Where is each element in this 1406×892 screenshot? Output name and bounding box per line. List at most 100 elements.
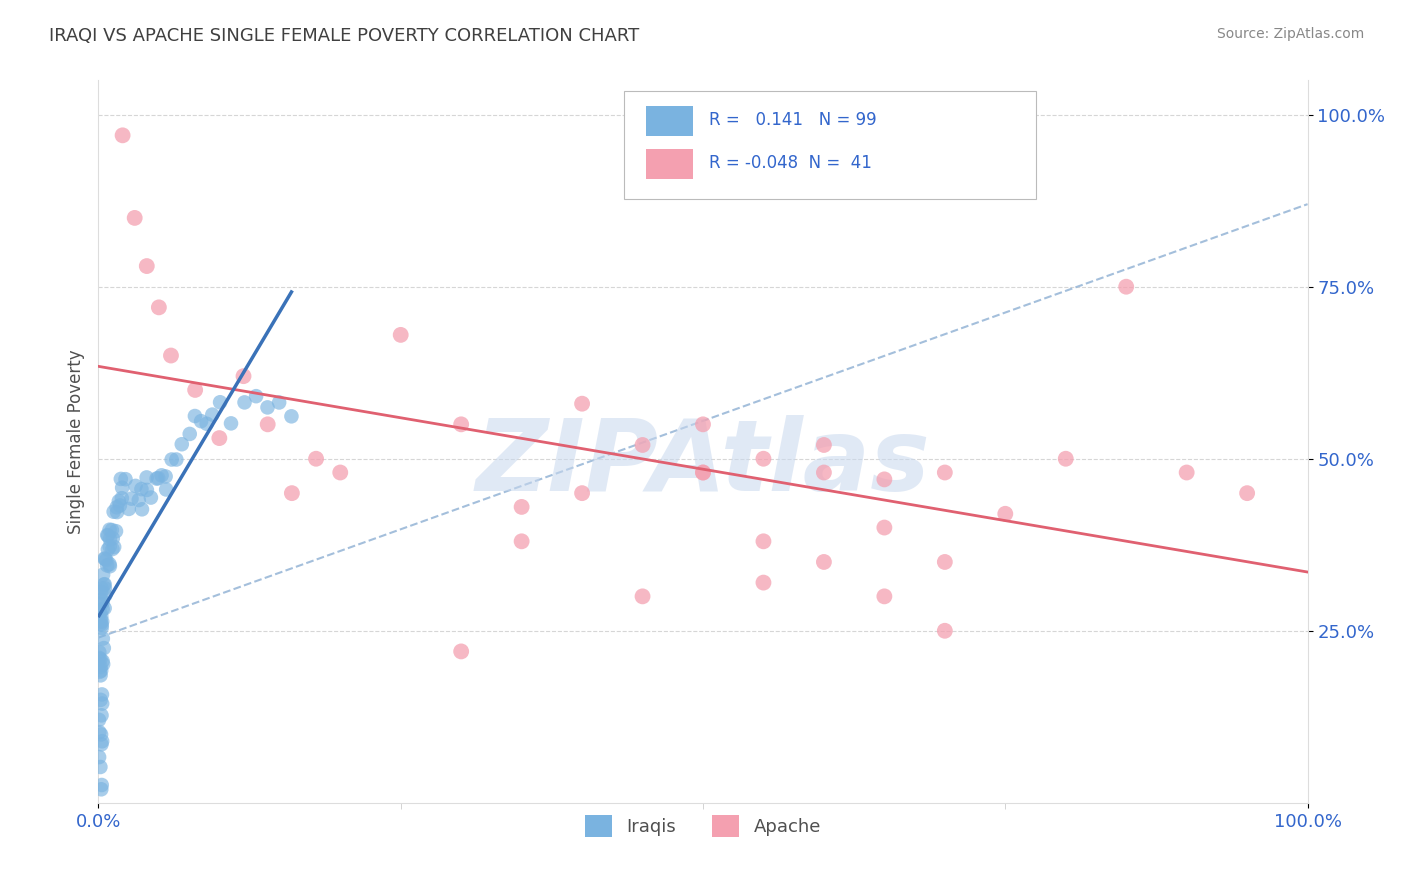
Point — [89, 725, 111, 739]
Point — [233, 395, 256, 409]
Point — [118, 502, 141, 516]
Text: ZIPAtlas: ZIPAtlas — [475, 415, 931, 512]
Point — [90, 592, 112, 607]
Point — [90, 708, 112, 723]
Point — [90, 598, 112, 612]
Point — [98, 540, 121, 554]
Point — [96, 528, 118, 542]
Point — [96, 558, 118, 573]
Point — [692, 466, 714, 480]
Legend: Iraqis, Apache: Iraqis, Apache — [578, 808, 828, 845]
Point — [934, 555, 956, 569]
Point — [98, 559, 121, 574]
Point — [89, 665, 111, 679]
Point — [146, 471, 169, 485]
Point — [131, 502, 153, 516]
Point — [91, 567, 114, 582]
Point — [150, 468, 173, 483]
Point — [90, 609, 112, 624]
Point — [94, 551, 117, 566]
Point — [110, 472, 132, 486]
Point — [101, 541, 124, 556]
Point — [131, 482, 153, 496]
Point — [105, 500, 128, 515]
Point — [89, 617, 111, 632]
Point — [631, 590, 654, 604]
Point — [139, 491, 162, 505]
Point — [135, 483, 157, 497]
Point — [91, 632, 114, 646]
Point — [111, 491, 134, 506]
Point — [510, 500, 533, 514]
Point — [89, 652, 111, 666]
Point — [90, 585, 112, 599]
Point — [90, 727, 112, 741]
Point — [813, 466, 835, 480]
Point — [256, 401, 278, 415]
Point — [93, 641, 115, 656]
Point — [256, 417, 278, 432]
Point — [571, 486, 593, 500]
Point — [219, 417, 242, 431]
Point — [91, 602, 114, 616]
Point — [280, 409, 302, 424]
Point — [145, 472, 167, 486]
Point — [201, 408, 224, 422]
Point — [91, 595, 114, 609]
Point — [87, 650, 110, 665]
Point — [91, 615, 114, 629]
Point — [89, 645, 111, 659]
Point — [93, 577, 115, 591]
Point — [97, 542, 120, 557]
Point — [91, 734, 114, 748]
Point — [155, 483, 177, 497]
Point — [103, 505, 125, 519]
Point — [108, 499, 131, 513]
Point — [305, 451, 328, 466]
Point — [184, 383, 207, 397]
Point — [510, 534, 533, 549]
Point — [813, 555, 835, 569]
Point — [94, 588, 117, 602]
Point — [105, 505, 128, 519]
Point — [101, 523, 124, 537]
Point — [155, 469, 177, 483]
Y-axis label: Single Female Poverty: Single Female Poverty — [66, 350, 84, 533]
Point — [184, 409, 207, 423]
Point — [269, 395, 291, 409]
Point — [190, 414, 212, 428]
Point — [90, 582, 112, 596]
Point — [90, 617, 112, 632]
Point — [148, 301, 170, 315]
Point — [281, 486, 304, 500]
Point — [90, 621, 112, 635]
Point — [232, 369, 254, 384]
Point — [124, 479, 146, 493]
FancyBboxPatch shape — [624, 91, 1035, 200]
Point — [1054, 451, 1077, 466]
Point — [89, 760, 111, 774]
Point — [90, 782, 112, 797]
Point — [111, 481, 134, 495]
Point — [93, 601, 115, 615]
Point — [90, 693, 112, 707]
Point — [179, 426, 201, 441]
Point — [87, 750, 110, 764]
FancyBboxPatch shape — [647, 105, 693, 136]
Point — [124, 211, 146, 225]
Point — [89, 606, 111, 620]
Point — [1175, 466, 1198, 480]
Point — [90, 668, 112, 682]
Point — [934, 624, 956, 638]
Point — [873, 472, 896, 486]
Point — [571, 397, 593, 411]
Point — [165, 452, 187, 467]
Point — [94, 581, 117, 595]
Point — [450, 417, 472, 432]
Point — [91, 697, 114, 711]
Point — [111, 128, 134, 143]
Point — [994, 507, 1017, 521]
Point — [90, 615, 112, 629]
Point — [103, 540, 125, 554]
Point — [934, 466, 956, 480]
